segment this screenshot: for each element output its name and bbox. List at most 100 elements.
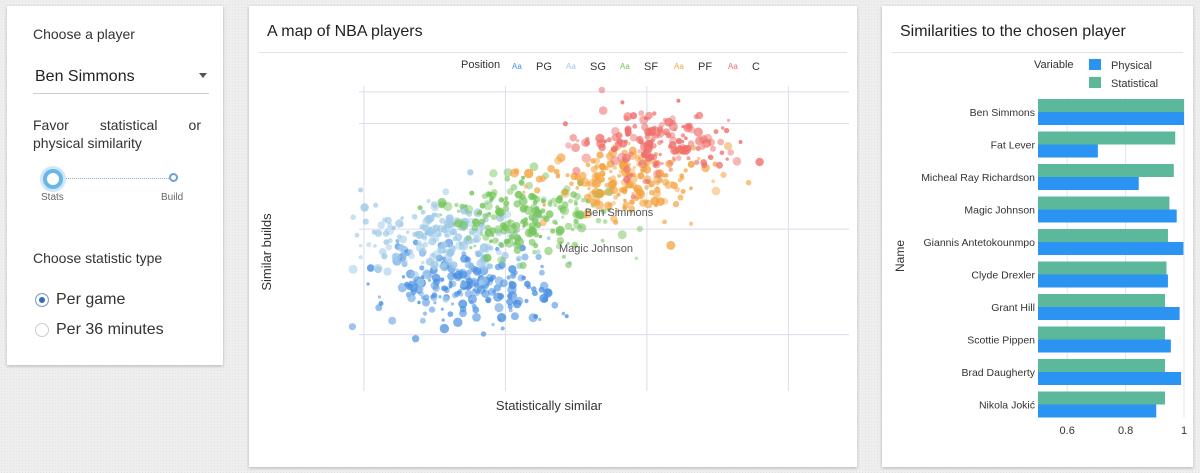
player-point-sf[interactable] [489,239,493,244]
player-point-pg[interactable] [405,291,412,298]
player-point-sf[interactable] [439,213,443,217]
bar-physical[interactable] [1038,404,1157,418]
similarity-bar-chart[interactable]: Variable Physical Statistical Ben Simmons F… [882,6,1193,467]
player-point-pg[interactable] [447,311,454,317]
player-point-pg[interactable] [375,304,383,312]
player-point-sf[interactable] [503,168,513,177]
player-point-sf[interactable] [504,176,511,182]
player-point-sf[interactable] [493,225,503,234]
player-point-pg[interactable] [419,317,426,324]
player-point-sf[interactable] [490,214,497,221]
player-point-sg[interactable] [383,267,392,276]
player-point-sf[interactable] [469,190,475,196]
player-point-pf[interactable] [591,178,602,188]
player-point-sg[interactable] [350,214,356,220]
player-point-pf[interactable] [637,156,641,160]
player-point-sg[interactable] [411,213,418,220]
player-point-sf[interactable] [477,210,483,216]
player-point-pf[interactable] [628,205,635,212]
player-point-c[interactable] [650,136,656,142]
player-point-sg[interactable] [467,169,474,176]
player-point-pg[interactable] [517,274,525,282]
player-point-c[interactable] [569,134,577,142]
player-point-pf[interactable] [639,199,647,207]
player-point-sg[interactable] [399,222,404,227]
player-point-sf[interactable] [529,162,539,172]
player-point-pf[interactable] [677,194,684,201]
player-point-sf[interactable] [513,200,521,208]
player-point-pf[interactable] [636,189,641,194]
bar-physical[interactable] [1038,307,1180,320]
player-point-sg[interactable] [410,271,419,280]
player-point-pf[interactable] [585,162,591,168]
player-point-sf[interactable] [571,241,579,249]
player-point-c[interactable] [598,106,608,115]
player-point-c[interactable] [627,151,634,158]
player-point-pg[interactable] [454,291,460,297]
player-point-sg[interactable] [398,244,405,251]
player-point-pg[interactable] [544,288,552,297]
player-point-sf[interactable] [458,220,468,230]
player-point-sg[interactable] [348,264,358,274]
player-point-sf[interactable] [561,201,569,209]
player-point-sf[interactable] [497,256,506,265]
player-point-sf[interactable] [557,194,563,201]
player-point-sf[interactable] [519,261,527,269]
player-point-c[interactable] [611,147,616,152]
player-point-c[interactable] [667,159,674,166]
player-point-c[interactable] [663,128,670,136]
player-point-c[interactable] [652,163,658,168]
player-point-pg[interactable] [395,239,400,244]
player-point-sf[interactable] [473,244,477,248]
player-point-sf[interactable] [566,241,570,245]
player-point-sf[interactable] [574,206,579,212]
player-point-c[interactable] [727,149,734,156]
player-point-sg[interactable] [422,217,431,227]
player-point-pf[interactable] [662,219,667,225]
player-point-c[interactable] [638,159,647,169]
player-point-pg[interactable] [433,278,438,283]
bar-statistical[interactable] [1038,391,1166,405]
player-point-pf[interactable] [720,171,727,178]
player-point-c[interactable] [662,117,667,122]
player-point-pg[interactable] [453,317,463,327]
player-point-sf[interactable] [489,227,496,235]
player-point-sg[interactable] [478,279,485,286]
player-point-pf[interactable] [665,160,673,168]
player-point-sf[interactable] [464,204,474,214]
player-point-c[interactable] [658,152,662,157]
player-point-pf[interactable] [662,178,670,186]
player-point-c[interactable] [606,137,612,143]
legend-item-statistical[interactable]: Statistical [1111,78,1158,90]
player-point-c[interactable] [623,165,631,174]
legend-item-sf[interactable]: SF [644,61,658,73]
player-point-pf[interactable] [547,164,555,173]
radio-per-36[interactable]: Per 36 minutes [35,321,164,339]
player-point-pf[interactable] [711,179,716,184]
player-point-pg[interactable] [449,280,457,288]
player-point-sf[interactable] [528,238,536,246]
player-point-sf[interactable] [503,200,510,207]
player-point-pf[interactable] [612,165,617,170]
player-point-sf[interactable] [540,196,547,203]
player-point-sg[interactable] [467,262,475,269]
player-point-sg[interactable] [430,202,440,212]
player-point-pg[interactable] [448,285,452,289]
player-point-pg[interactable] [507,291,518,301]
player-point-sf[interactable] [469,245,473,250]
player-point-pf[interactable] [683,168,688,173]
player-select[interactable]: Ben Simmons [33,62,209,94]
player-point-pf[interactable] [556,153,566,163]
player-point-sg[interactable] [391,225,396,230]
player-point-c[interactable] [562,121,568,127]
player-point-pg[interactable] [438,295,442,299]
player-point-sg[interactable] [460,280,468,288]
player-point-pg[interactable] [462,280,466,284]
player-point-pf[interactable] [522,190,526,194]
player-point-c[interactable] [673,127,677,132]
player-point-c[interactable] [732,157,742,166]
similarity-slider-end[interactable] [169,173,178,182]
player-point-sf[interactable] [568,198,573,204]
player-point-pf[interactable] [578,171,587,180]
player-point-sf[interactable] [634,256,639,260]
